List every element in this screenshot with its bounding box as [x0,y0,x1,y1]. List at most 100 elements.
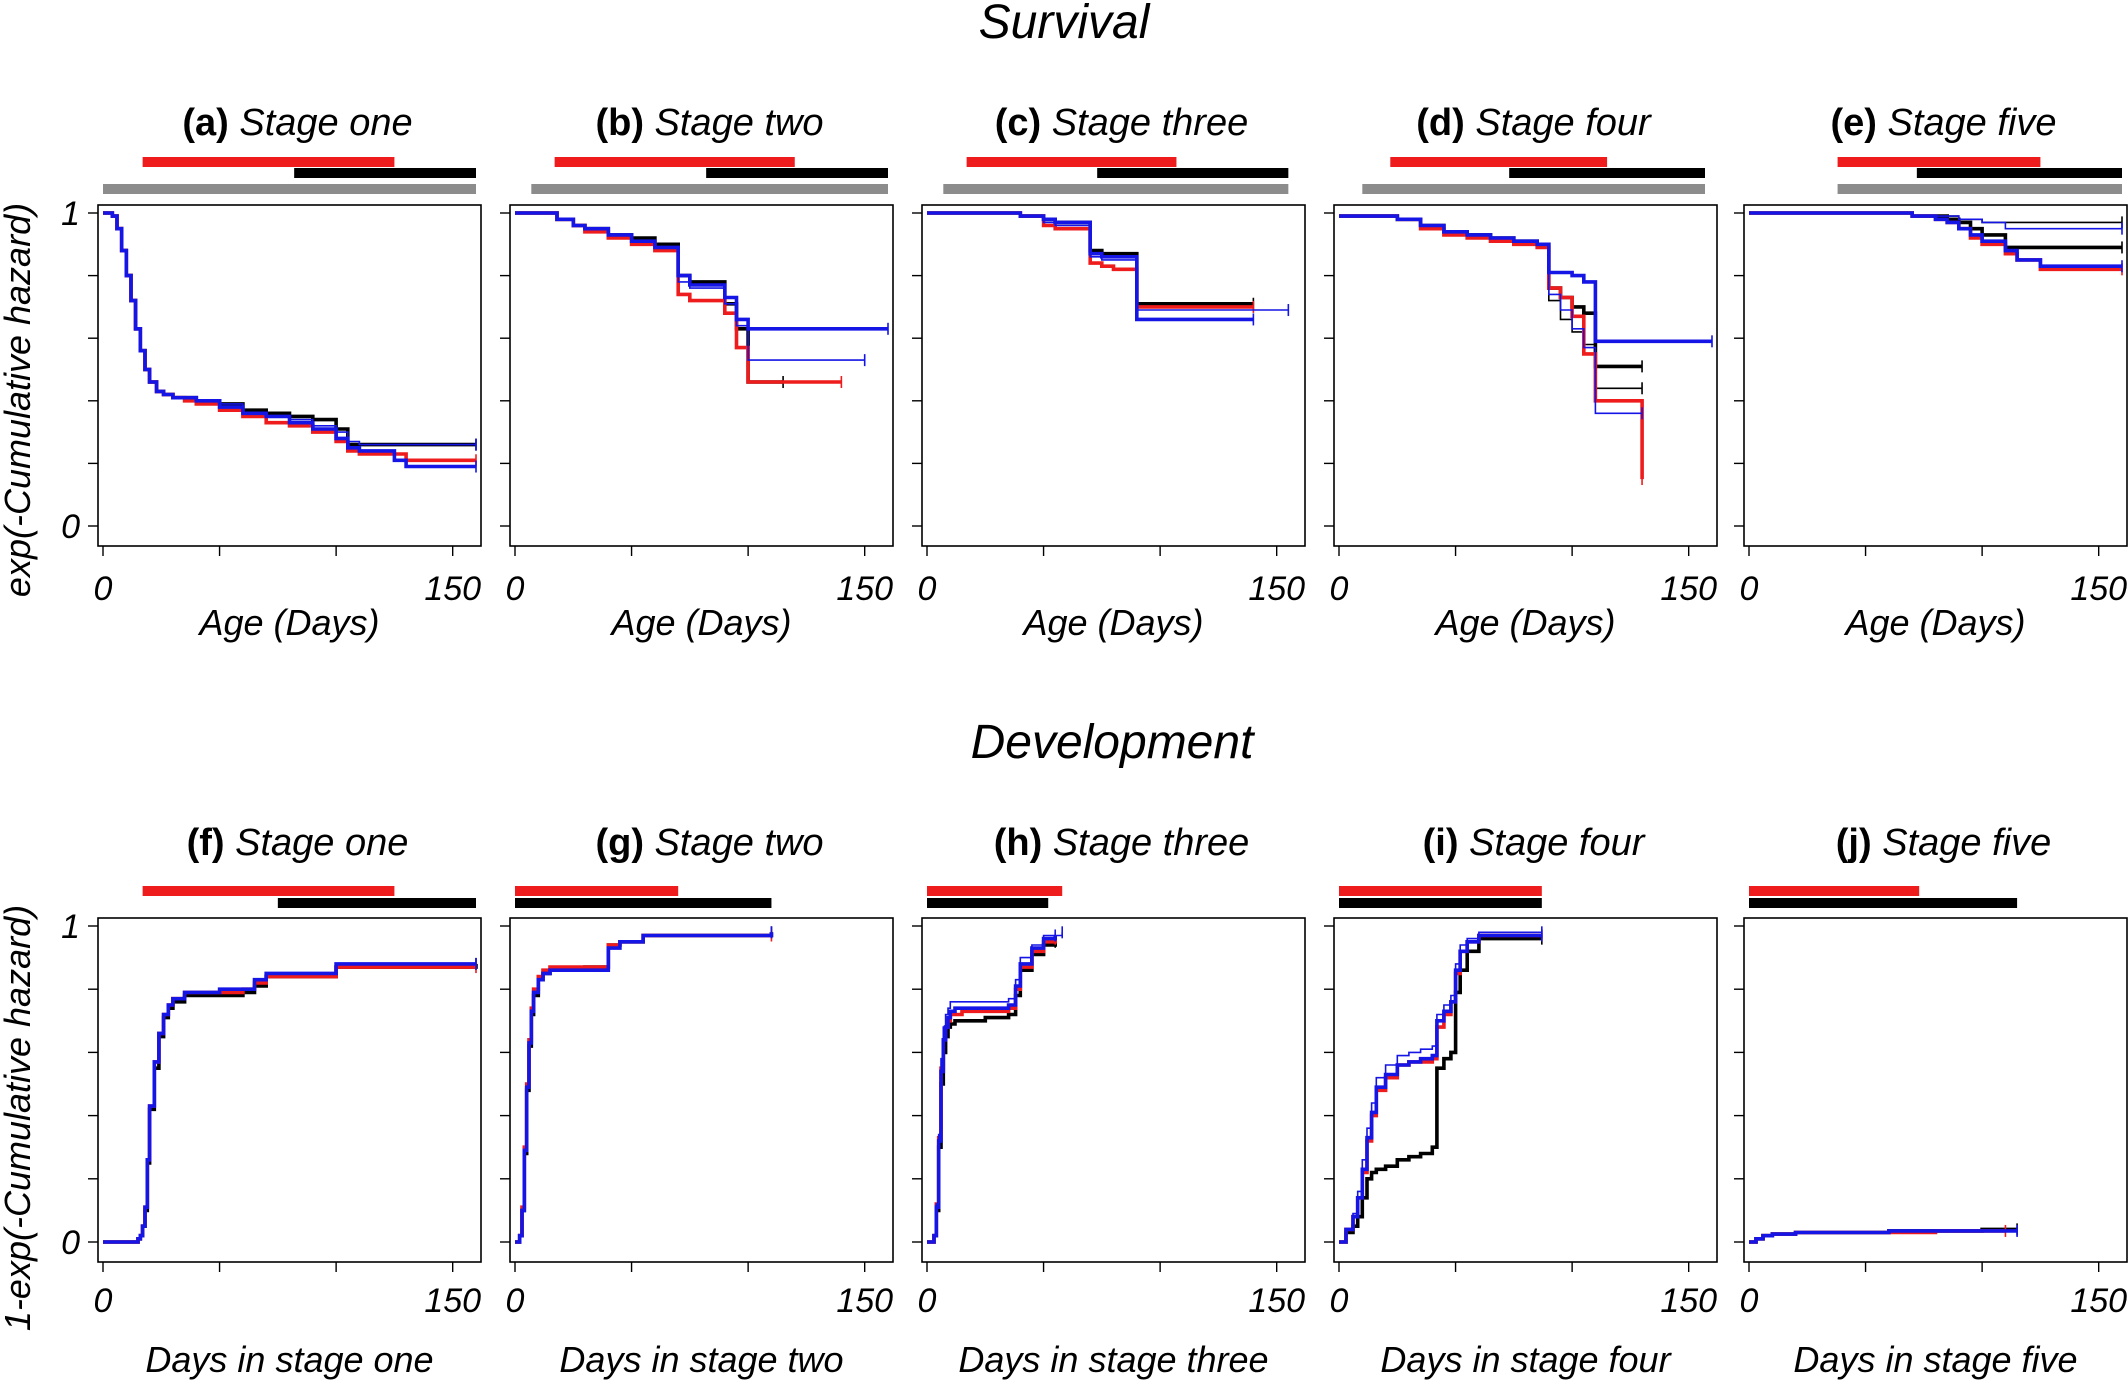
panel-letter: (f) [187,822,236,864]
x-tick-label: 150 [1248,570,1305,608]
period-bar-black [1749,898,2018,908]
panel-stage-name: Stage two [655,822,824,864]
period-bar-black [927,898,1049,908]
y-tick-label: 0 [61,508,80,546]
x-axis-label: Days in stage three [958,1339,1268,1380]
plot-frame [1333,917,1718,1263]
series-line-red-thick [1749,211,2122,272]
y-tick-label: 1 [61,908,80,946]
period-bar-black [1509,168,1706,178]
series-line-blue-thick [1749,1229,2018,1244]
x-tick-label: 150 [836,570,893,608]
panel-stage-name: Stage five [1888,102,2057,144]
x-tick-label: 150 [1248,1282,1305,1320]
series-line-blue-thick [927,211,1254,322]
plot-frame [509,204,894,547]
x-tick-label: 0 [1740,1282,1759,1320]
period-bar-gray [1362,184,1706,194]
plot-frame [97,917,482,1263]
x-axis-label: Age (Days) [197,602,379,643]
panel-j: (j) Stage five 0 150 Days in stage five [1734,822,2128,1380]
x-tick-label: 0 [506,1282,525,1320]
x-tick-label: 150 [2070,1282,2127,1320]
x-tick-label: 150 [2070,570,2127,608]
development-section-title: Development [971,716,1255,769]
panel-letter: (i) [1423,822,1469,864]
series-line-blue-thin [103,212,476,446]
development-y-axis-label: 1-exp(-Cumulative hazard) [0,905,38,1331]
x-axis-label: Age (Days) [1843,602,2025,643]
period-bar-black [706,168,888,178]
period-bar-black [294,168,476,178]
panel-title: (f) Stage one [187,822,409,864]
series-line-black-thick [103,211,476,447]
period-bar-black [1916,168,2122,178]
panel-stage-name: Stage three [1052,102,1248,144]
series-line-red-thick [927,938,1057,1244]
period-bar-gray [1837,184,2122,194]
series-line-black-thick [1339,936,1542,1244]
series-line-blue-thick [515,932,774,1244]
series-line-black-thick [515,211,784,384]
panel-stage-name: Stage four [1475,102,1652,144]
panel-i: (i) Stage four 0 150 Days in stage four [1324,822,1718,1380]
x-tick-label: 150 [1660,1282,1717,1320]
series-line-blue-thick [1339,933,1542,1244]
x-axis-label: Days in stage four [1380,1339,1672,1380]
panel-title: (d) Stage four [1416,102,1652,144]
panels-group: (a) Stage one 0 150 0 1 Age (Days) (b) Stage t… [61,102,2128,1380]
panel-letter: (d) [1416,102,1475,144]
x-tick-label: 150 [1660,570,1717,608]
series-line-blue-thin [927,932,1063,1243]
panel-stage-name: Stage four [1469,822,1646,864]
panel-title: (c) Stage three [995,102,1248,144]
series-line-blue-thin [1339,931,1542,1243]
panel-stage-name: Stage three [1053,822,1249,864]
x-tick-label: 0 [918,570,937,608]
x-axis-label: Age (Days) [1021,602,1203,643]
x-tick-label: 0 [1330,570,1349,608]
panel-letter: (g) [595,822,654,864]
panel-letter: (b) [595,102,654,144]
series-line-black-thick [103,963,478,1244]
series-line-blue-thick [515,211,888,331]
panel-e: (e) Stage five 0 150 Age (Days) [1734,102,2128,643]
plot-frame [1743,204,2128,547]
x-tick-label: 0 [94,1282,113,1320]
series-line-blue-thick [1749,211,2122,268]
panel-letter: (a) [182,102,239,144]
period-bar-red [966,157,1177,167]
x-tick-label: 150 [424,1282,481,1320]
period-bar-red [142,157,395,167]
period-bar-red [142,886,395,896]
x-tick-label: 150 [836,1282,893,1320]
panel-title: (e) Stage five [1831,102,2057,144]
y-tick-label: 0 [61,1224,80,1262]
series-line-red-thick [1339,933,1542,1244]
series-line-blue-thick [1339,214,1712,344]
period-bar-red [554,157,795,167]
x-tick-label: 0 [94,570,113,608]
plot-frame [921,917,1306,1263]
x-tick-label: 150 [424,570,481,608]
period-bar-red [927,886,1063,896]
panel-stage-name: Stage one [235,822,408,864]
x-axis-label: Days in stage two [559,1339,843,1380]
x-axis-label: Days in stage five [1793,1339,2077,1380]
series-line-red-thick [515,211,842,384]
plot-frame [1743,917,2128,1263]
panel-title: (a) Stage one [182,102,412,144]
survival-section-title: Survival [979,0,1151,49]
x-axis-label: Age (Days) [1433,602,1615,643]
series-line-blue-thick [927,935,1057,1244]
panel-c: (c) Stage three 0 150 Age (Days) [912,102,1306,643]
series-line-black-thick [927,941,1057,1244]
panel-b: (b) Stage two 0 150 Age (Days) [500,102,894,643]
period-bar-black [1097,168,1289,178]
panel-title: (h) Stage three [994,822,1250,864]
series-line-red-thick [515,933,772,1244]
period-bar-red [1390,157,1608,167]
y-tick-label: 1 [61,195,80,233]
panel-title: (g) Stage two [595,822,823,864]
